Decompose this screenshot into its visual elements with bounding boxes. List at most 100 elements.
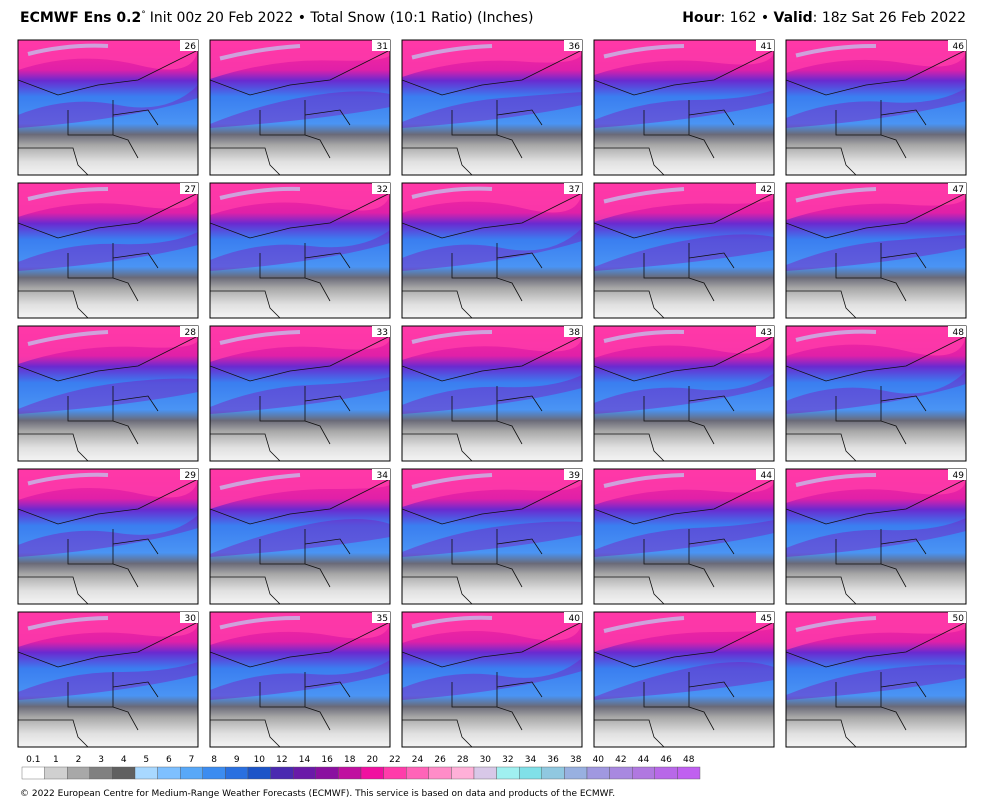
borders [210,335,390,461]
purple-band [594,662,774,700]
borders [786,478,966,604]
map-panel: 44 [593,468,775,605]
borders [786,192,966,318]
cyan-streak [795,43,877,58]
colorbar-label: 2 [76,755,82,765]
map-fill [18,40,198,175]
colorbar-label: 34 [525,755,537,765]
colorbar-swatch [609,766,633,780]
label-box [180,183,198,194]
label-box [372,612,390,623]
map-panel: 45 [593,611,775,748]
colorbar-swatch [632,766,656,780]
cyan-streak [603,473,685,488]
cyan-streak [219,473,301,490]
member-label: 47 [953,185,964,195]
valid-key: Valid [774,10,813,26]
member-label: 30 [185,614,197,624]
purple-band [786,88,966,128]
panel-border [401,468,583,605]
colorbar-label: 32 [502,755,513,765]
purple-band [786,664,966,700]
colorbar-label: 22 [389,755,400,765]
borders [402,192,582,318]
colorbar-label: 36 [547,755,559,765]
panel-border [401,325,583,462]
map-panel: 32 [209,182,391,319]
borders [18,192,198,318]
colorbar-label: 18 [344,755,356,765]
panel-border [785,39,967,176]
colorbar-swatch [247,766,271,780]
colorbar-label: 14 [299,755,311,765]
map-fill [210,183,390,318]
label-box [372,183,390,194]
colorbar-label: 44 [638,755,650,765]
borders [210,621,390,747]
borders [594,192,774,318]
colorbar-label: 40 [593,755,605,765]
cyan-streak [411,330,493,344]
map-fill [594,40,774,175]
colorbar-swatch [496,766,520,780]
member-label: 36 [569,42,581,52]
borders [18,335,198,461]
panel-border [17,325,199,462]
panel-border [593,468,775,605]
map-fill [210,469,390,604]
member-label: 39 [569,471,581,481]
panel-border [17,182,199,319]
colorbar-label: 1 [53,755,59,765]
member-label: 29 [185,471,197,481]
label-box [948,612,966,623]
label-box [756,612,774,623]
borders [210,192,390,318]
map-panel: 41 [593,39,775,176]
valid-value: : 18z Sat 26 Feb 2022 [813,10,966,26]
cyan-streak [27,43,109,56]
label-box [180,326,198,337]
colorbar-label: 12 [276,755,287,765]
map-fill [18,183,198,318]
map-fill [786,326,966,461]
member-label: 43 [761,328,772,338]
colorbar-swatch [293,766,317,780]
cyan-streak [603,187,685,204]
colorbar-label: 30 [480,755,492,765]
colorbar-swatch [89,766,113,780]
colorbar-swatch [44,766,68,780]
purple-band [18,378,198,414]
cyan-streak [411,44,493,60]
map-panel: 47 [785,182,967,319]
label-box [564,469,582,480]
degree: ° [141,10,146,20]
purple-band [786,518,966,557]
label-box [372,469,390,480]
label-box [180,612,198,623]
borders [18,49,198,175]
cyan-streak [795,616,877,632]
map-panel: 46 [785,39,967,176]
purple-band [402,658,582,700]
label-box [756,183,774,194]
map-fill [594,183,774,318]
map-panel: 40 [401,611,583,748]
member-label: 48 [953,328,965,338]
member-label: 37 [569,185,580,195]
colorbar-label: 5 [143,755,149,765]
colorbar-label: 10 [254,755,266,765]
colorbar-label: 20 [367,755,379,765]
colorbar-label: 7 [189,755,195,765]
label-box [180,469,198,480]
colorbar-swatch [406,766,430,780]
label-box [372,326,390,337]
borders [210,478,390,604]
colorbar-label: 6 [166,755,172,765]
purple-band [210,91,390,128]
member-label: 34 [377,471,389,481]
map-fill [402,326,582,461]
member-label: 32 [377,185,388,195]
map-fill [402,612,582,747]
cyan-streak [27,330,109,346]
